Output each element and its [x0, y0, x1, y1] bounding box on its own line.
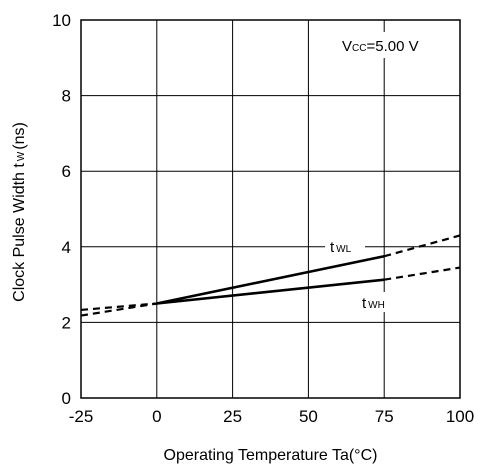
y-tick-label: 6 [62, 162, 71, 181]
x-tick-label: 75 [375, 407, 394, 426]
series-label-twh-sub: WH [368, 300, 385, 311]
condition-value: =5.00 V [366, 38, 418, 55]
y-tick-label: 10 [52, 11, 71, 30]
condition-sub: CC [352, 43, 366, 54]
grid [81, 20, 460, 398]
x-tick-label: 100 [446, 407, 474, 426]
y-axis-label: Clock Pulse Width t W(ns) [11, 122, 28, 302]
condition-main: V [342, 38, 352, 55]
series-label-box-twl [325, 237, 365, 257]
x-axis-label: Operating Temperature Ta(°C) [164, 447, 378, 464]
y-tick-label: 0 [62, 389, 71, 408]
x-tick-label: -25 [69, 407, 94, 426]
series-label-twl: t WL [330, 239, 352, 256]
y-axis-label-main: Clock Pulse Width t [11, 163, 28, 302]
x-tick-label: 50 [299, 407, 318, 426]
plot-frame [80, 19, 461, 399]
series-twh-extrapolated [384, 266, 461, 281]
series-label-box-twh [358, 292, 400, 312]
condition-label: VCC=5.00 V [342, 38, 419, 55]
y-tick-label: 8 [62, 87, 71, 106]
y-axis-label-unit: (ns) [11, 122, 28, 150]
series-label-twl-sub: WL [336, 244, 351, 255]
series-twl-measured [156, 254, 385, 305]
series-label-twh-main: t [362, 295, 367, 312]
series-twl-extrapolated [383, 234, 461, 258]
condition-box [338, 32, 456, 58]
y-axis-label-sub: W [16, 151, 27, 161]
x-tick-label: 25 [223, 407, 242, 426]
series-twh-measured [156, 278, 385, 305]
y-tick-label: 2 [62, 313, 71, 332]
series-label-twl-main: t [330, 239, 335, 256]
x-tick-label: 0 [152, 407, 161, 426]
series-layer [80, 234, 461, 317]
y-tick-label: 4 [62, 238, 71, 257]
series-twh-extrapolated [80, 302, 157, 312]
series-label-twh: t WH [362, 295, 385, 312]
